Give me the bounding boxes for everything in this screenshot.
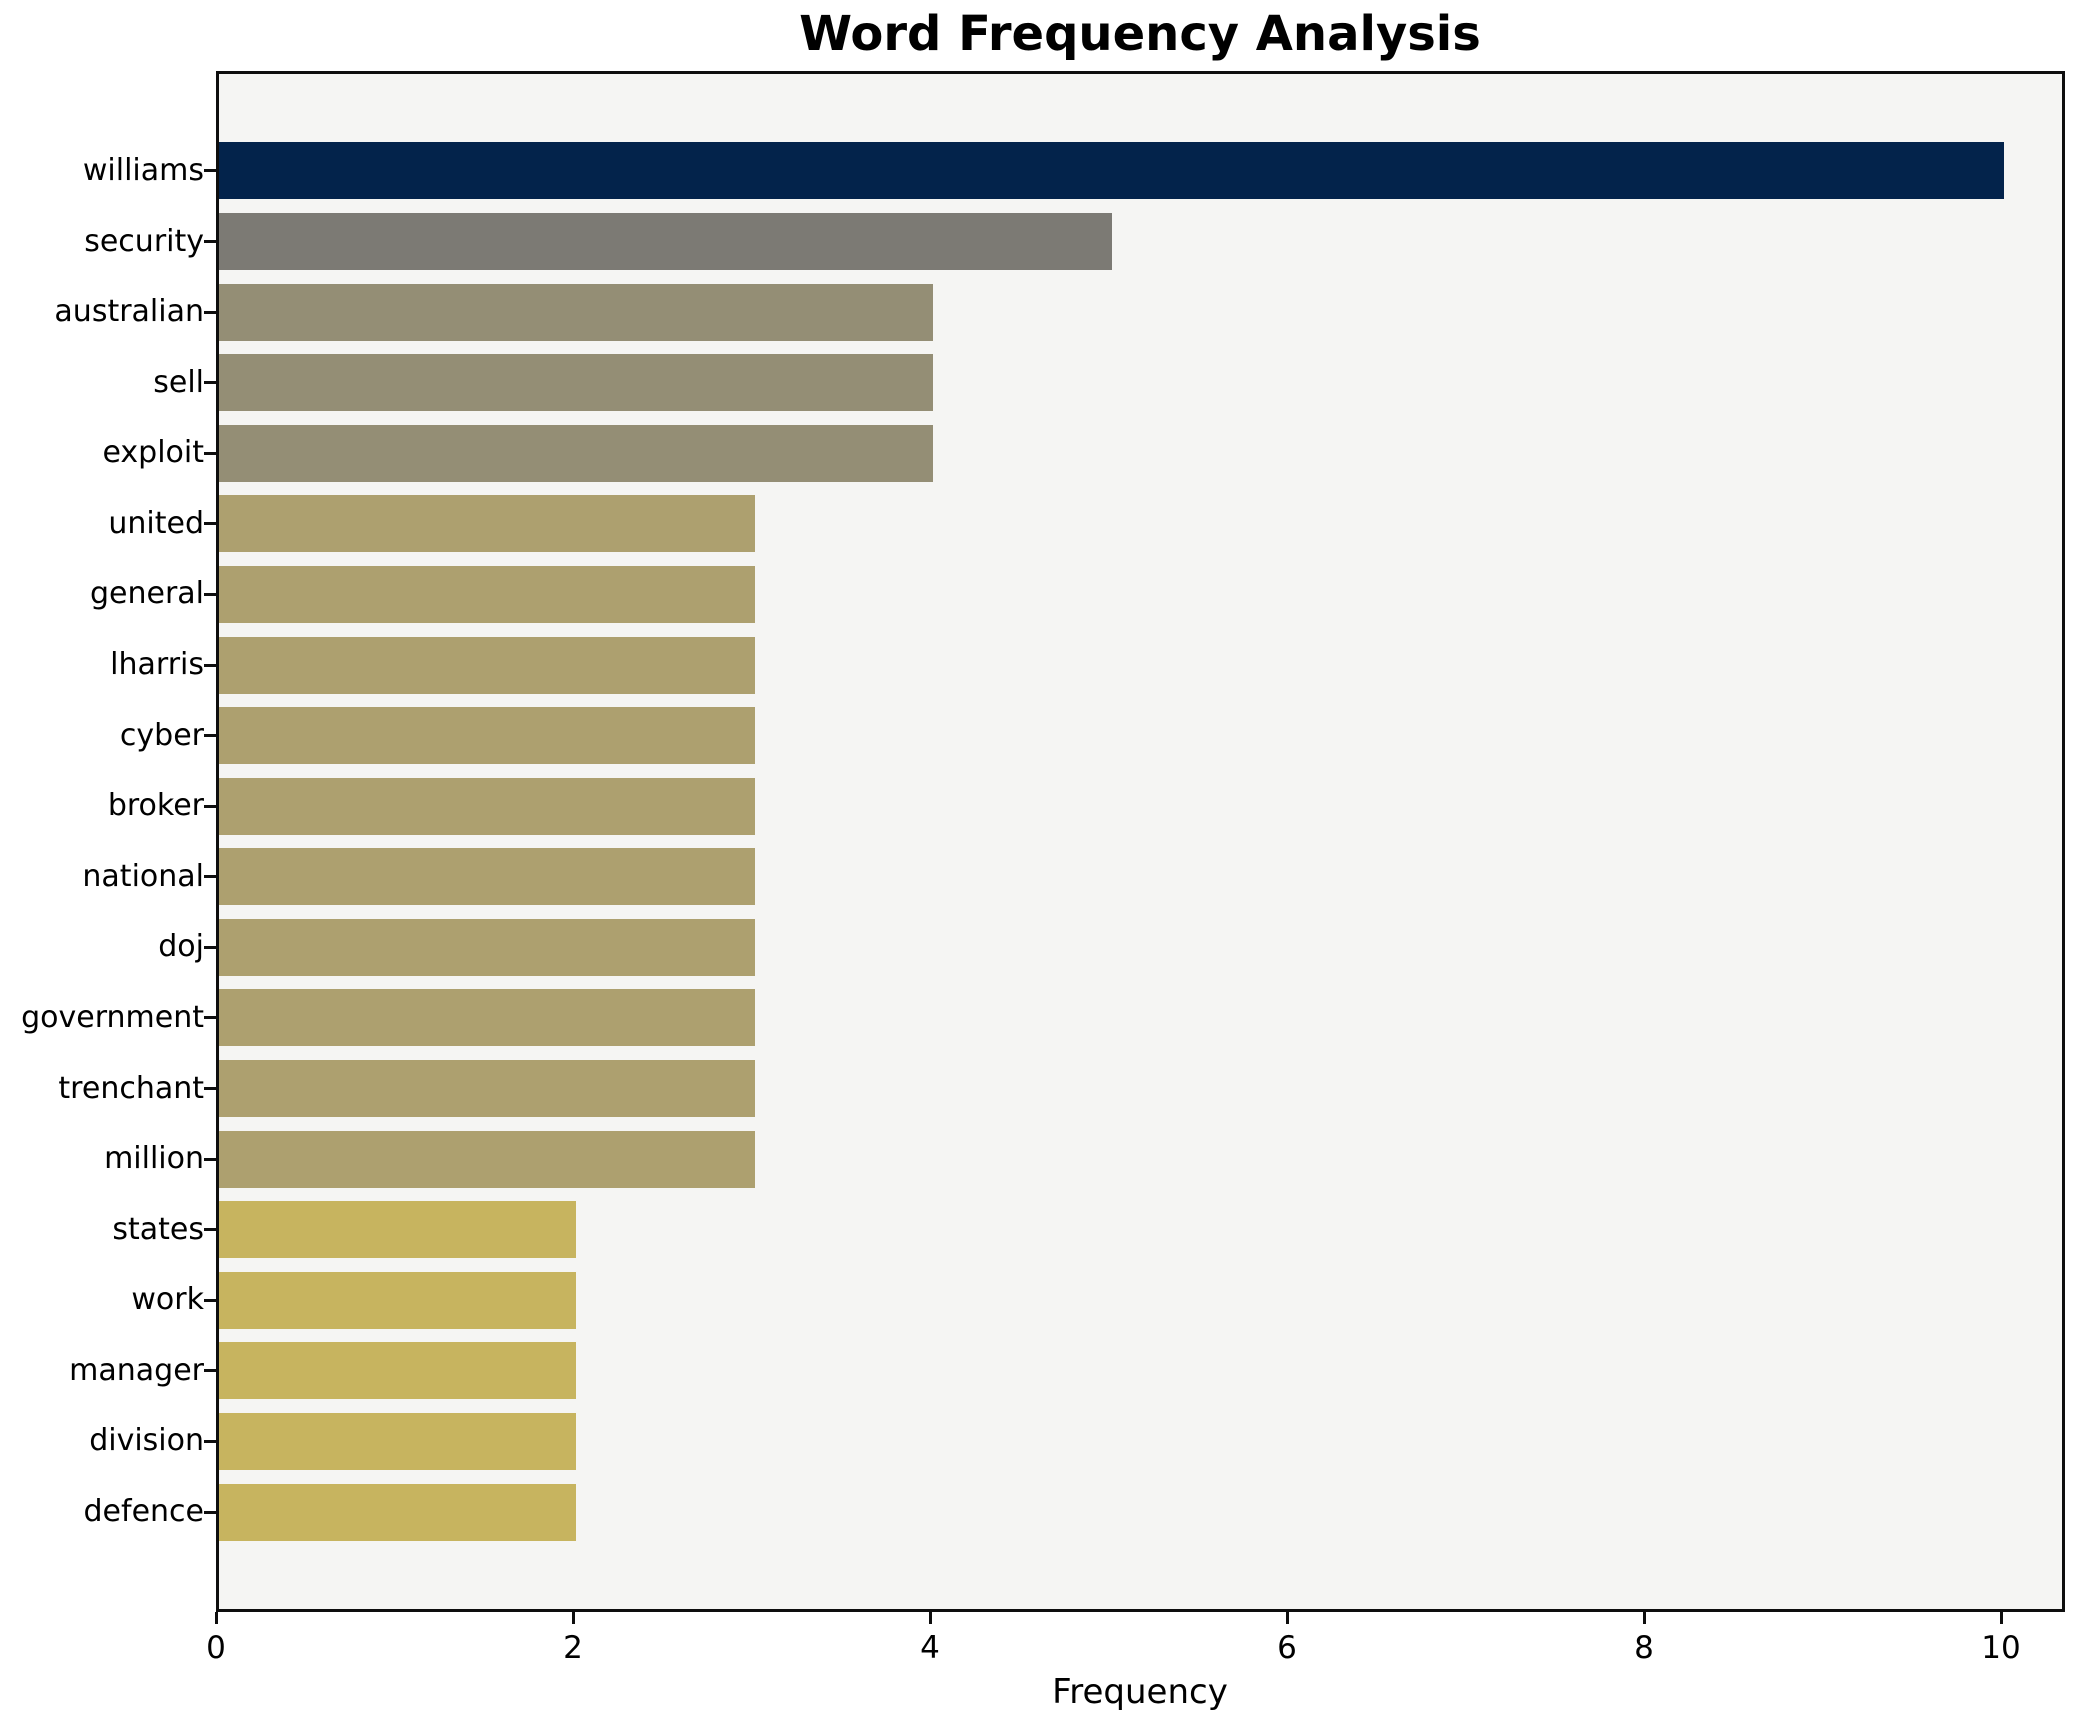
y-tick-mark	[204, 592, 216, 596]
bar-states	[219, 1201, 576, 1259]
y-tick-mark	[204, 522, 216, 526]
x-tick-mark	[1642, 1612, 1646, 1624]
y-tick-label-exploit: exploit	[102, 435, 204, 471]
x-tick-mark	[571, 1612, 575, 1624]
y-tick-label-states: states	[112, 1211, 204, 1247]
chart-title: Word Frequency Analysis	[799, 6, 1481, 62]
y-tick-label-australian: australian	[54, 294, 204, 330]
y-tick-mark	[204, 1157, 216, 1161]
x-tick-label-6: 6	[1277, 1630, 1297, 1666]
bar-security	[219, 213, 1112, 271]
bar-trenchant	[219, 1060, 755, 1118]
y-tick-mark	[204, 310, 216, 314]
bar-government	[219, 989, 755, 1047]
x-tick-label-8: 8	[1634, 1630, 1654, 1666]
bar-australian	[219, 283, 933, 341]
bar-manager	[219, 1342, 576, 1400]
y-tick-mark	[204, 1016, 216, 1020]
y-tick-label-national: national	[82, 858, 204, 894]
bar-lharris	[219, 636, 755, 694]
y-tick-label-government: government	[21, 999, 204, 1035]
bar-general	[219, 565, 755, 623]
y-tick-label-trenchant: trenchant	[58, 1070, 204, 1106]
y-tick-mark	[204, 240, 216, 244]
y-tick-label-broker: broker	[107, 788, 204, 824]
y-tick-mark	[204, 1369, 216, 1373]
y-tick-label-united: united	[108, 505, 204, 541]
x-tick-label-4: 4	[920, 1630, 940, 1666]
y-tick-mark	[204, 804, 216, 808]
y-tick-mark	[204, 451, 216, 455]
y-tick-mark	[204, 1439, 216, 1443]
y-tick-label-work: work	[131, 1282, 204, 1318]
plot-area	[216, 71, 2065, 1612]
x-tick-label-0: 0	[206, 1630, 226, 1666]
y-tick-mark	[204, 1228, 216, 1232]
x-tick-mark	[928, 1612, 932, 1624]
bar-doj	[219, 918, 755, 976]
bar-national	[219, 848, 755, 906]
y-tick-label-cyber: cyber	[119, 717, 204, 753]
x-axis-label: Frequency	[1052, 1672, 1228, 1712]
y-tick-mark	[204, 663, 216, 667]
x-tick-mark	[214, 1612, 218, 1624]
y-tick-label-doj: doj	[158, 929, 204, 965]
bar-division	[219, 1412, 576, 1470]
bar-work	[219, 1271, 576, 1329]
y-tick-mark	[204, 945, 216, 949]
bar-exploit	[219, 424, 933, 482]
bar-williams	[219, 142, 2004, 200]
y-tick-mark	[204, 734, 216, 738]
y-tick-label-sell: sell	[153, 364, 204, 400]
y-tick-label-defence: defence	[83, 1494, 204, 1529]
y-tick-label-manager: manager	[69, 1352, 204, 1388]
bar-sell	[219, 354, 933, 412]
y-tick-label-division: division	[89, 1423, 204, 1459]
y-tick-mark	[204, 1087, 216, 1091]
y-tick-label-lharris: lharris	[110, 647, 204, 683]
bar-defence	[219, 1483, 576, 1541]
y-tick-label-williams: williams	[82, 152, 204, 188]
y-tick-label-million: million	[104, 1141, 204, 1177]
y-tick-mark	[204, 875, 216, 879]
x-tick-label-10: 10	[1981, 1630, 2021, 1666]
y-tick-mark	[204, 169, 216, 173]
x-tick-mark	[1285, 1612, 1289, 1624]
y-tick-mark	[204, 1510, 216, 1514]
y-tick-mark	[204, 1298, 216, 1302]
bar-broker	[219, 777, 755, 835]
bar-million	[219, 1130, 755, 1188]
x-tick-mark	[1999, 1612, 2003, 1624]
x-tick-label-2: 2	[563, 1630, 583, 1666]
y-tick-label-security: security	[84, 223, 204, 259]
bar-united	[219, 495, 755, 553]
y-tick-label-general: general	[89, 576, 204, 612]
y-tick-mark	[204, 381, 216, 385]
bar-cyber	[219, 707, 755, 765]
